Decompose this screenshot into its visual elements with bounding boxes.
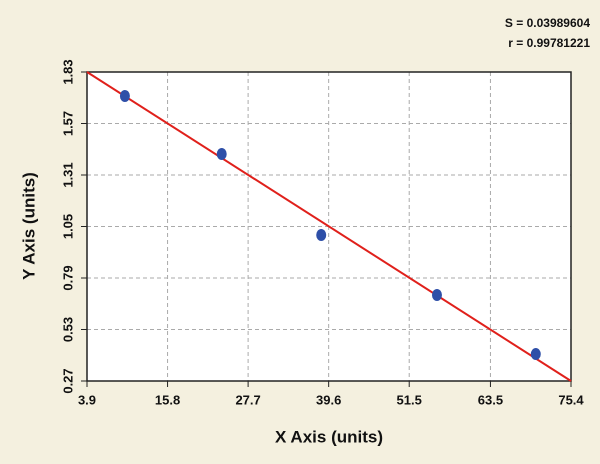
y-tick-label: 0.27 — [60, 368, 75, 393]
x-tick-label: 51.5 — [397, 392, 422, 407]
y-tick-label: 1.57 — [60, 111, 75, 136]
data-point — [431, 289, 442, 302]
y-tick-label: 0.79 — [60, 265, 75, 290]
data-point — [530, 348, 541, 361]
x-tick-label: 3.9 — [78, 392, 96, 407]
y-tick-label: 1.05 — [60, 214, 75, 239]
fit-line — [86, 71, 572, 382]
plot-frame — [86, 71, 572, 382]
x-axis-title: X Axis (units) — [275, 427, 383, 446]
x-tick-label: 75.4 — [558, 392, 584, 407]
y-tick-label: 1.83 — [60, 59, 75, 84]
annotation: S = 0.03989604 — [505, 16, 590, 30]
annotation: r = 0.99781221 — [508, 36, 590, 50]
x-tick-label: 39.6 — [316, 392, 341, 407]
x-tick-label: 63.5 — [478, 392, 503, 407]
x-tick-label: 15.8 — [155, 392, 180, 407]
data-point — [119, 89, 130, 102]
y-tick-label: 1.31 — [60, 162, 75, 187]
data-point — [216, 148, 227, 161]
y-tick-label: 0.53 — [60, 317, 75, 342]
y-axis-title: Y Axis (units) — [19, 172, 38, 280]
x-tick-label: 27.7 — [235, 392, 260, 407]
data-point — [316, 229, 327, 242]
